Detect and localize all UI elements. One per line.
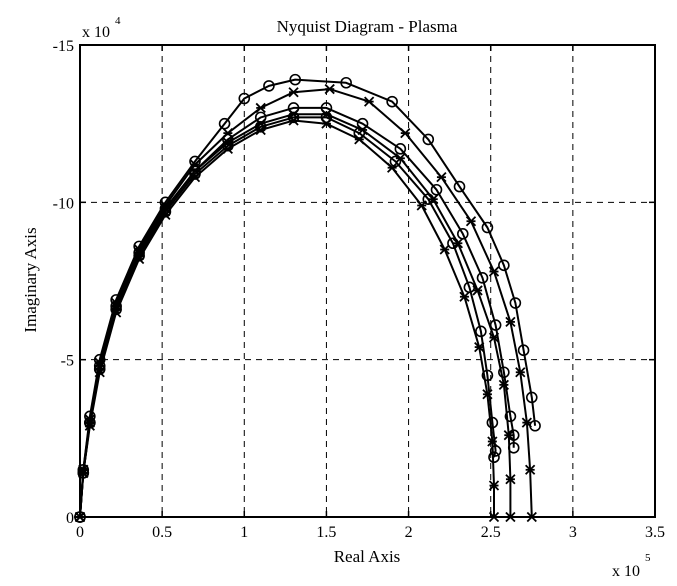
x-axis-label: Real Axis <box>334 547 401 566</box>
data-point-cross <box>428 194 439 205</box>
x-multiplier-exponent: 5 <box>645 552 651 564</box>
data-point-cross <box>321 118 332 129</box>
data-point-circle <box>238 92 251 105</box>
data-point-circle <box>287 111 300 124</box>
data-point-cross <box>452 238 463 249</box>
x-tick-label: 3.5 <box>645 524 665 541</box>
data-point-cross <box>288 87 299 98</box>
data-point-circle <box>453 180 466 193</box>
data-point-circle <box>509 297 522 309</box>
data-point-circle <box>422 133 435 146</box>
data-point-circle <box>481 221 494 234</box>
data-point-cross <box>416 200 427 211</box>
data-point-circle <box>475 325 487 338</box>
x-tick-label: 1.5 <box>316 524 336 541</box>
x-tick-label: 0 <box>76 524 84 541</box>
data-point-cross <box>387 162 398 173</box>
data-point-circle <box>456 228 469 240</box>
data-point-cross <box>505 474 516 485</box>
data-point-cross <box>84 420 95 431</box>
data-point-circle <box>525 391 538 404</box>
data-point-cross <box>134 253 145 265</box>
series-line <box>79 113 512 518</box>
data-point-cross <box>189 172 201 183</box>
y-axis-multiplier: x 10 4 <box>82 15 121 41</box>
data-point-cross <box>255 124 266 136</box>
series-line <box>79 88 533 518</box>
y-multiplier-exponent: 4 <box>115 15 121 27</box>
series-6 <box>74 115 500 523</box>
data-point-cross <box>111 307 122 318</box>
data-point-circle <box>389 155 402 168</box>
data-point-circle <box>386 95 398 108</box>
data-point-cross <box>439 244 450 255</box>
x-tick-label: 1 <box>240 524 248 541</box>
data-point-cross <box>525 464 536 475</box>
data-point-cross <box>160 209 171 221</box>
data-point-cross <box>321 109 332 120</box>
data-point-cross <box>222 143 233 154</box>
axis-ticks: 0 0.5 1 1.5 2 2.5 3 3.5 0 -5 -10 -15 <box>53 38 665 541</box>
data-point-circle <box>504 410 517 423</box>
data-point-circle <box>498 259 510 272</box>
data-point-cross <box>474 341 485 353</box>
grid-lines <box>80 45 655 517</box>
data-point-cross <box>465 216 477 227</box>
x-tick-label: 0.5 <box>152 524 172 541</box>
data-point-cross <box>488 480 500 491</box>
series-line <box>79 116 497 518</box>
data-point-circle <box>263 80 275 92</box>
y-tick-label: -5 <box>61 353 74 370</box>
x-multiplier-base: x 10 <box>612 563 640 580</box>
x-tick-label: 2.5 <box>481 524 501 541</box>
data-point-cross <box>482 389 493 400</box>
data-point-cross <box>354 134 365 145</box>
data-point-circle <box>394 143 407 155</box>
series-1 <box>74 73 541 523</box>
data-point-circle <box>498 366 510 379</box>
y-tick-label: -10 <box>53 195 74 212</box>
data-point-circle <box>486 416 499 429</box>
data-point-cross <box>472 285 483 296</box>
y-multiplier-base: x 10 <box>82 24 110 41</box>
data-point-cross <box>488 266 500 277</box>
plot-frame <box>79 44 656 518</box>
data-point-circle <box>289 73 302 86</box>
data-point-cross <box>487 436 498 447</box>
x-axis-multiplier: x 10 5 <box>612 552 651 580</box>
x-tick-label: 2 <box>405 524 413 541</box>
data-point-circle <box>481 369 494 382</box>
data-point-cross <box>288 115 299 126</box>
data-point-cross <box>505 316 516 328</box>
data-point-cross <box>521 417 532 428</box>
data-point-cross <box>400 127 411 139</box>
data-point-cross <box>503 430 514 441</box>
data-point-cross <box>255 102 266 114</box>
data-point-cross <box>515 367 526 378</box>
y-tick-label: -15 <box>53 38 74 55</box>
plot-curves <box>74 73 541 523</box>
x-tick-label: 3 <box>569 524 577 541</box>
data-point-circle <box>517 344 530 357</box>
y-axis-label: Imaginary Axis <box>21 227 40 332</box>
data-point-cross <box>364 96 375 107</box>
data-point-circle <box>476 272 489 284</box>
data-point-cross <box>459 291 470 302</box>
data-point-cross <box>324 83 335 95</box>
chart-title: Nyquist Diagram - Plasma <box>277 17 458 36</box>
y-tick-label: 0 <box>66 510 74 527</box>
data-point-cross <box>488 332 500 343</box>
series-2 <box>74 102 520 523</box>
series-line <box>79 119 495 518</box>
data-point-cross <box>222 127 233 139</box>
data-point-cross <box>395 153 406 164</box>
data-point-cross <box>498 379 509 390</box>
series-3 <box>74 111 502 523</box>
data-point-cross <box>357 124 368 136</box>
data-point-cross <box>436 172 447 183</box>
data-point-circle <box>340 76 352 89</box>
data-point-cross <box>94 367 105 378</box>
